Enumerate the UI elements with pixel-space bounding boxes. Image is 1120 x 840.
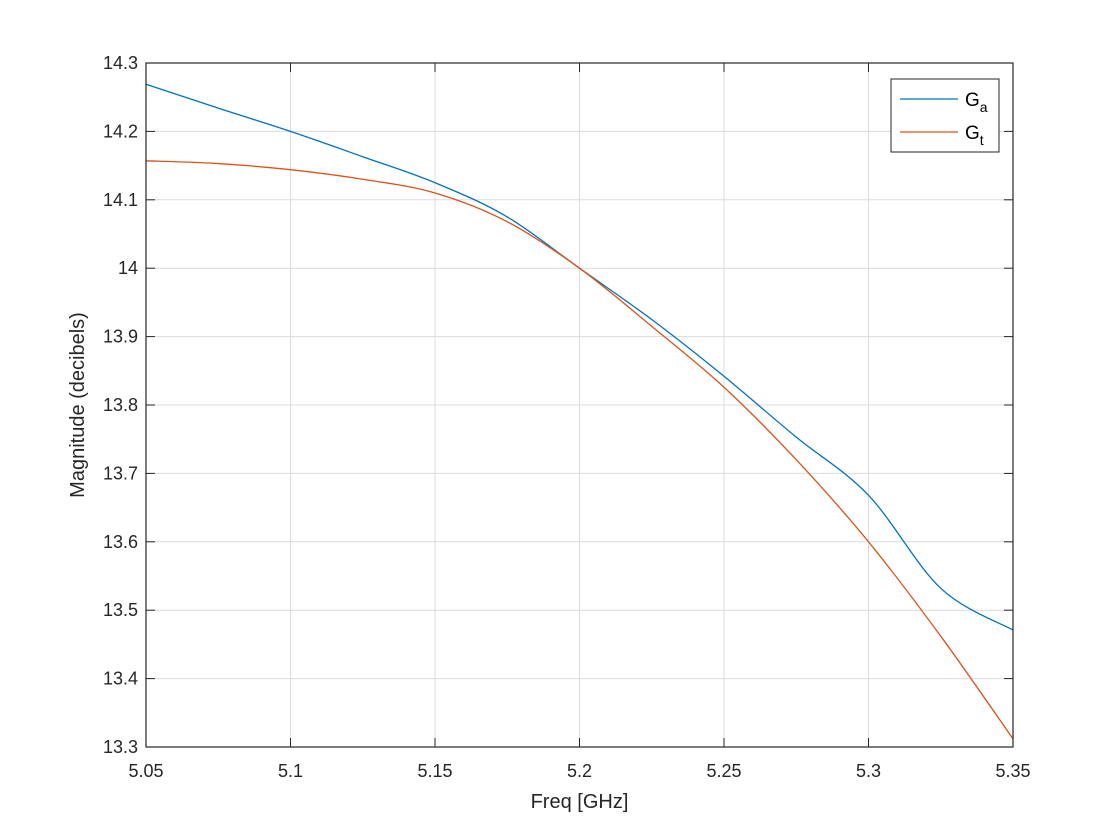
x-tick-label: 5.15	[417, 761, 452, 781]
y-tick-label: 13.7	[103, 463, 138, 483]
y-tick-label: 13.9	[103, 327, 138, 347]
x-tick-label: 5.1	[278, 761, 303, 781]
y-tick-label: 14.1	[103, 190, 138, 210]
y-tick-label: 13.5	[103, 600, 138, 620]
legend: Ga Gt	[890, 78, 1000, 153]
legend-gt-label: Gt	[965, 123, 984, 148]
y-tick-label: 13.4	[103, 669, 138, 689]
x-tick-label: 5.35	[995, 761, 1030, 781]
x-tick-label: 5.25	[706, 761, 741, 781]
x-axis-label: Freq [GHz]	[531, 791, 629, 813]
y-axis-label: Magnitude (decibels)	[67, 312, 89, 498]
grid-lines	[145, 62, 1014, 748]
legend-ga-label: Ga	[965, 90, 988, 115]
x-tick-label: 5.05	[128, 761, 163, 781]
y-tick-label: 13.6	[103, 532, 138, 552]
data-series	[145, 83, 1014, 740]
y-tick-label: 13.8	[103, 395, 138, 415]
y-tick-label: 14.2	[103, 121, 138, 141]
y-tick-label: 13.3	[103, 737, 138, 757]
axis-ticks: 5.05 5.1 5.15 5.2 5.25 5.3 5.35 13.3 13.4 13.5 13.…	[103, 53, 1031, 781]
y-tick-label: 14	[118, 258, 138, 278]
x-tick-label: 5.2	[567, 761, 592, 781]
series-line-gt	[145, 160, 1014, 740]
y-tick-label: 14.3	[103, 53, 138, 73]
legend-box	[890, 78, 1000, 153]
x-tick-label: 5.3	[856, 761, 881, 781]
